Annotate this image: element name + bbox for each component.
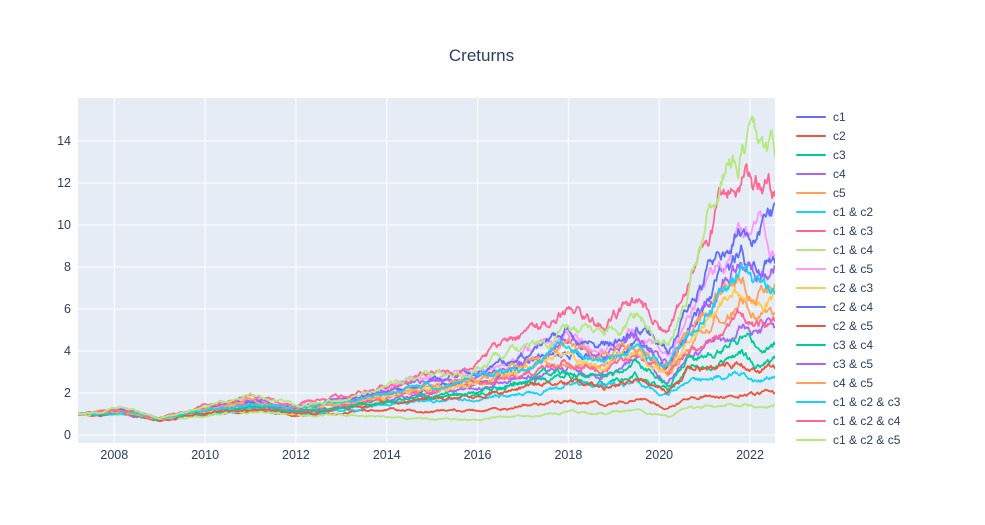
- legend-line-swatch: [796, 343, 826, 346]
- legend-line-swatch: [796, 438, 826, 441]
- series-line-c1-c4[interactable]: [78, 402, 775, 422]
- legend-item-label: c2: [833, 128, 846, 143]
- legend-item-c1-c3[interactable]: c1 & c3: [796, 221, 900, 240]
- legend-item-label: c3 & c5: [833, 356, 874, 371]
- series-line-c2-c5[interactable]: [78, 361, 775, 422]
- legend-line-swatch: [796, 134, 826, 137]
- legend-line-swatch: [796, 191, 826, 194]
- legend: c1 c2 c3 c4 c5 c1 & c2 c1 & c3 c1 & c4 c1 & c5 c2…: [796, 107, 900, 449]
- x-tick-label: 2022: [736, 448, 764, 462]
- legend-line-swatch: [796, 267, 826, 270]
- legend-line-swatch: [796, 229, 826, 232]
- legend-item-c3-c5[interactable]: c3 & c5: [796, 354, 900, 373]
- series-line-c1-c2-c5[interactable]: [78, 115, 775, 420]
- x-tick-label: 2012: [282, 448, 310, 462]
- legend-item-c4[interactable]: c4: [796, 164, 900, 183]
- y-tick-label: 12: [57, 176, 71, 191]
- legend-item-c2-c5[interactable]: c2 & c5: [796, 316, 900, 335]
- legend-item-label: c1 & c2 & c4: [833, 413, 901, 428]
- y-tick-label: 14: [57, 134, 71, 149]
- legend-item-label: c2 & c4: [833, 299, 874, 314]
- x-tick-label: 2018: [554, 448, 583, 462]
- legend-line-swatch: [796, 305, 826, 308]
- legend-item-label: c3: [833, 147, 846, 162]
- y-tick-label: 2: [64, 386, 71, 401]
- legend-line-swatch: [796, 381, 826, 384]
- legend-line-swatch: [796, 362, 826, 365]
- legend-line-swatch: [796, 419, 826, 422]
- legend-item-c1[interactable]: c1: [796, 107, 900, 126]
- legend-line-swatch: [796, 153, 826, 156]
- legend-item-c1-c2-c4[interactable]: c1 & c2 & c4: [796, 411, 900, 430]
- legend-item-label: c1 & c2: [833, 204, 874, 219]
- legend-line-swatch: [796, 286, 826, 289]
- y-tick-label: 0: [64, 428, 71, 443]
- legend-line-swatch: [796, 248, 826, 251]
- legend-line-swatch: [796, 172, 826, 175]
- legend-item-c3[interactable]: c3: [796, 145, 900, 164]
- legend-item-label: c1 & c3: [833, 223, 874, 238]
- y-tick-label: 6: [64, 302, 71, 317]
- legend-item-label: c3 & c4: [833, 337, 874, 352]
- y-tick-label: 10: [57, 218, 71, 233]
- legend-item-c1-c4[interactable]: c1 & c4: [796, 240, 900, 259]
- legend-item-label: c4 & c5: [833, 375, 874, 390]
- x-tick-label: 2016: [463, 448, 492, 462]
- legend-item-c1-c2-c5[interactable]: c1 & c2 & c5: [796, 430, 900, 449]
- legend-item-c5[interactable]: c5: [796, 183, 900, 202]
- legend-item-c1-c2-c3[interactable]: c1 & c2 & c3: [796, 392, 900, 411]
- chart-title: Creturns: [448, 46, 515, 65]
- legend-line-swatch: [796, 210, 826, 213]
- y-tick-label: 8: [64, 260, 71, 275]
- legend-line-swatch: [796, 115, 826, 118]
- x-tick-label: 2020: [645, 448, 674, 462]
- x-tick-label: 2010: [191, 448, 220, 462]
- legend-item-label: c4: [833, 166, 846, 181]
- legend-item-label: c1 & c2 & c3: [833, 394, 901, 409]
- y-tick-label: 4: [64, 344, 71, 359]
- legend-item-label: c1 & c5: [833, 261, 874, 276]
- legend-item-label: c1 & c2 & c5: [833, 432, 901, 447]
- legend-item-c2[interactable]: c2: [796, 126, 900, 145]
- legend-item-label: c2 & c5: [833, 318, 874, 333]
- legend-item-c2-c4[interactable]: c2 & c4: [796, 297, 900, 316]
- legend-item-label: c1 & c4: [833, 242, 874, 257]
- legend-item-c1-c5[interactable]: c1 & c5: [796, 259, 900, 278]
- legend-item-label: c5: [833, 185, 846, 200]
- plot-area[interactable]: [78, 98, 775, 443]
- x-tick-label: 2014: [372, 448, 401, 462]
- legend-item-label: c1: [833, 109, 846, 124]
- legend-line-swatch: [796, 324, 826, 327]
- legend-line-swatch: [796, 400, 826, 403]
- plot-canvas[interactable]: [78, 98, 775, 443]
- legend-item-c3-c4[interactable]: c3 & c4: [796, 335, 900, 354]
- legend-item-label: c2 & c3: [833, 280, 874, 295]
- legend-item-c1-c2[interactable]: c1 & c2: [796, 202, 900, 221]
- series-line-c1-c2-c3[interactable]: [78, 263, 775, 420]
- legend-item-c4-c5[interactable]: c4 & c5: [796, 373, 900, 392]
- x-tick-label: 2008: [100, 448, 129, 462]
- series-line-c1-c2-c4[interactable]: [78, 163, 775, 420]
- legend-item-c2-c3[interactable]: c2 & c3: [796, 278, 900, 297]
